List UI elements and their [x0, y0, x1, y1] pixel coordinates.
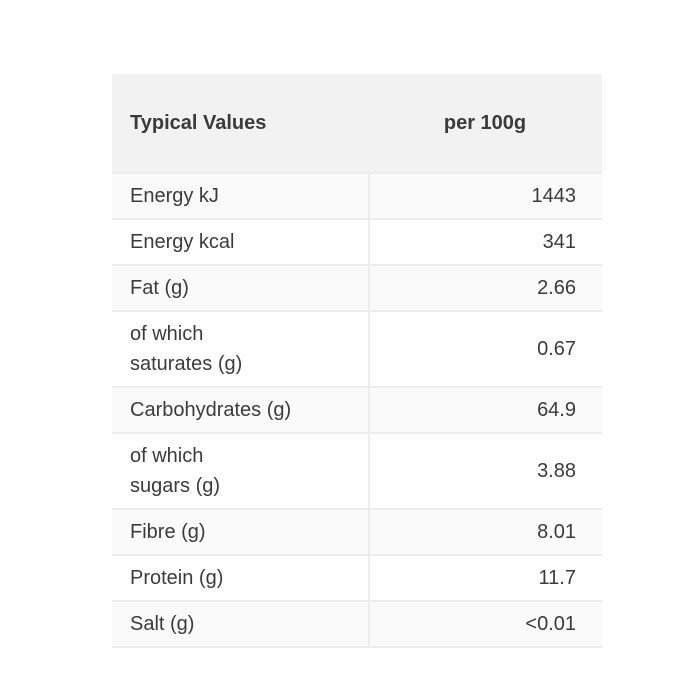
- table-row: Energy kJ 1443: [112, 172, 602, 218]
- row-value: 2.66: [368, 266, 602, 310]
- row-value: 11.7: [368, 556, 602, 600]
- row-label: Energy kJ: [112, 174, 368, 218]
- table-row: Protein (g) 11.7: [112, 554, 602, 600]
- row-value: <0.01: [368, 602, 602, 646]
- table-row: of which saturates (g) 0.67: [112, 310, 602, 386]
- nutrition-table: Typical Values per 100g Energy kJ 1443 E…: [112, 74, 602, 648]
- table-row: of which sugars (g) 3.88: [112, 432, 602, 508]
- table-header-row: Typical Values per 100g: [112, 74, 602, 172]
- table-row: Fat (g) 2.66: [112, 264, 602, 310]
- row-label: of which saturates (g): [112, 312, 368, 386]
- header-typical-values: Typical Values: [130, 111, 267, 134]
- row-label-line: Protein (g): [130, 567, 224, 589]
- row-label: Energy kcal: [112, 220, 368, 264]
- row-value: 64.9: [368, 388, 602, 432]
- row-label: of which sugars (g): [112, 434, 368, 508]
- row-label-line: of which: [130, 445, 204, 467]
- row-value: 3.88: [368, 434, 602, 508]
- row-label-line: Energy kcal: [130, 231, 235, 253]
- row-label: Protein (g): [112, 556, 368, 600]
- row-label: Fibre (g): [112, 510, 368, 554]
- table-row: Carbohydrates (g) 64.9: [112, 386, 602, 432]
- row-label: Salt (g): [112, 602, 368, 646]
- row-label: Fat (g): [112, 266, 368, 310]
- header-per-100g: per 100g: [443, 111, 527, 134]
- row-label-line: Fat (g): [130, 277, 189, 299]
- table-body: Energy kJ 1443 Energy kcal 341 Fat (g) 2…: [112, 172, 602, 646]
- row-label: Carbohydrates (g): [112, 388, 368, 432]
- row-label-line: Carbohydrates (g): [130, 399, 292, 421]
- row-label-line: of which: [130, 323, 204, 345]
- row-label-line: sugars (g): [130, 475, 221, 497]
- row-label-line: Fibre (g): [130, 521, 206, 543]
- row-label-line: saturates (g): [130, 353, 243, 375]
- row-value: 1443: [368, 174, 602, 218]
- table-row: Salt (g) <0.01: [112, 600, 602, 646]
- row-value: 341: [368, 220, 602, 264]
- row-value: 0.67: [368, 312, 602, 386]
- table-row: Energy kcal 341: [112, 218, 602, 264]
- row-value: 8.01: [368, 510, 602, 554]
- table-row: Fibre (g) 8.01: [112, 508, 602, 554]
- row-label-line: Energy kJ: [130, 185, 219, 207]
- row-label-line: Salt (g): [130, 613, 195, 635]
